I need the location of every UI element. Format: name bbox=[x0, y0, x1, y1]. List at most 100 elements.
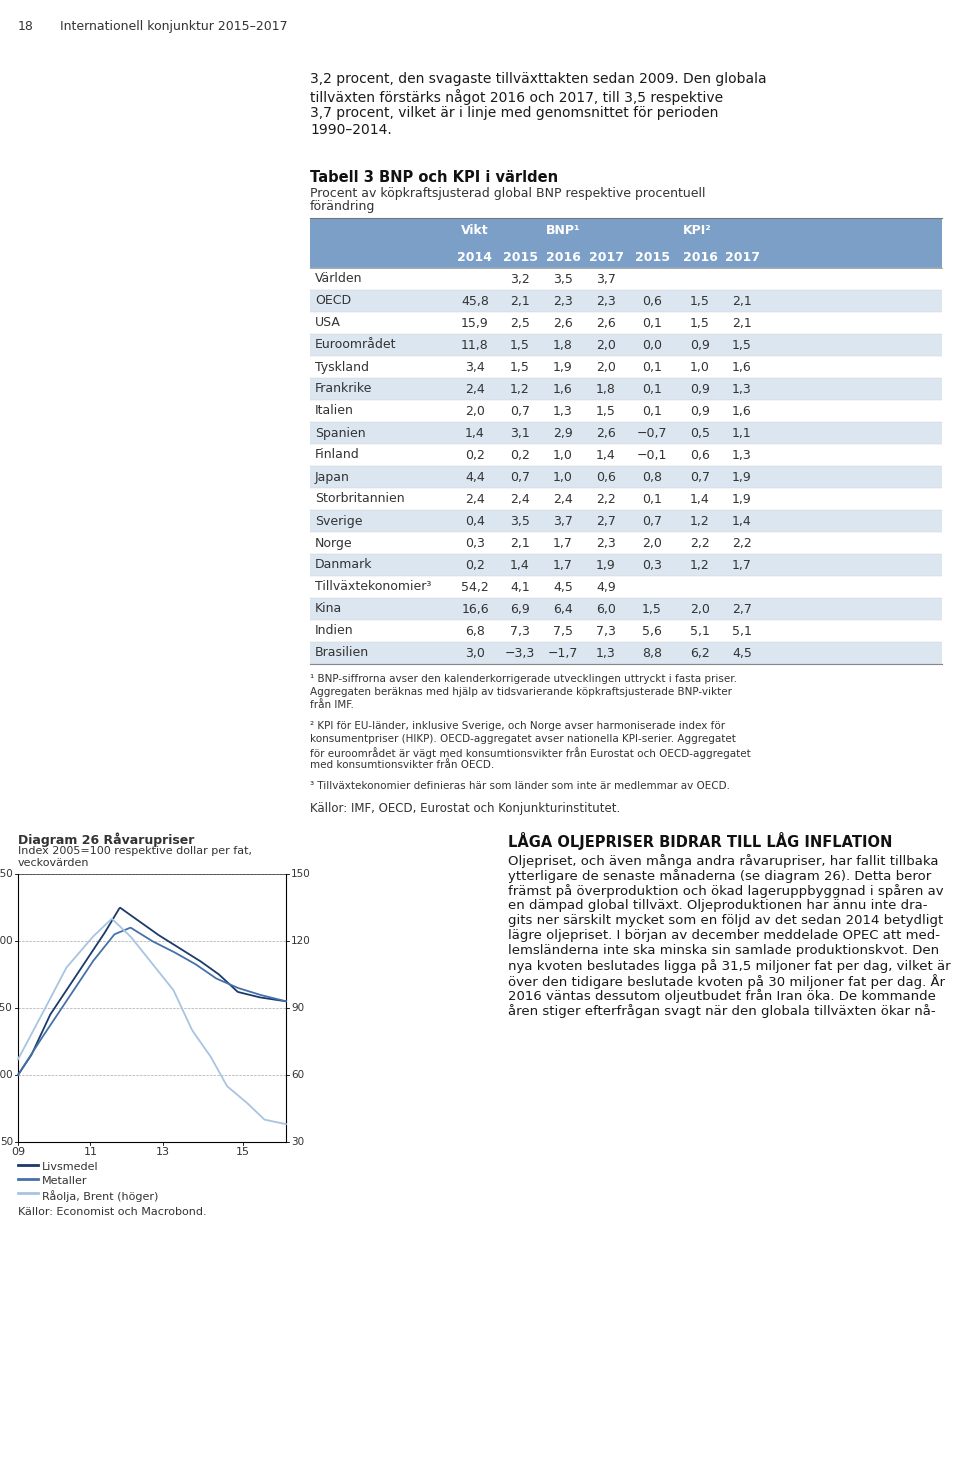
Bar bbox=[310, 312, 942, 334]
Text: Råolja, Brent (höger): Råolja, Brent (höger) bbox=[42, 1190, 158, 1202]
Text: Kina: Kina bbox=[315, 603, 343, 616]
Text: 8,8: 8,8 bbox=[642, 647, 662, 659]
Text: 2,5: 2,5 bbox=[510, 316, 530, 329]
Text: 120: 120 bbox=[291, 936, 311, 945]
Text: 1990–2014.: 1990–2014. bbox=[310, 123, 392, 137]
Text: 1,5: 1,5 bbox=[596, 405, 616, 417]
Text: 11,8: 11,8 bbox=[461, 338, 489, 352]
Text: 0,3: 0,3 bbox=[642, 558, 662, 571]
Text: 2,1: 2,1 bbox=[510, 537, 530, 549]
Text: 50: 50 bbox=[0, 1137, 13, 1147]
Text: 0,7: 0,7 bbox=[510, 470, 530, 484]
Text: lägre oljepriset. I början av december meddelade OPEC att med-: lägre oljepriset. I början av december m… bbox=[508, 929, 940, 942]
Text: 0,1: 0,1 bbox=[642, 405, 662, 417]
Text: Livsmedel: Livsmedel bbox=[42, 1162, 99, 1172]
Text: 2,6: 2,6 bbox=[596, 316, 616, 329]
Text: 13: 13 bbox=[156, 1147, 170, 1158]
Text: över den tidigare beslutade kvoten på 30 miljoner fat per dag. År: över den tidigare beslutade kvoten på 30… bbox=[508, 974, 945, 988]
Text: veckovärden: veckovärden bbox=[18, 858, 89, 868]
Text: 2,3: 2,3 bbox=[596, 294, 616, 307]
Text: 5,6: 5,6 bbox=[642, 625, 662, 638]
Text: 09: 09 bbox=[11, 1147, 25, 1158]
Text: Världen: Världen bbox=[315, 273, 363, 285]
Text: 1,0: 1,0 bbox=[553, 470, 573, 484]
Text: 0,6: 0,6 bbox=[690, 448, 710, 462]
Text: 0,6: 0,6 bbox=[642, 294, 662, 307]
Text: Italien: Italien bbox=[315, 405, 354, 417]
Bar bbox=[310, 510, 942, 531]
Text: 1,2: 1,2 bbox=[690, 558, 709, 571]
Text: 1,9: 1,9 bbox=[596, 558, 616, 571]
Bar bbox=[310, 421, 942, 444]
Text: 1,9: 1,9 bbox=[553, 361, 573, 374]
Text: 2016 väntas dessutom oljeutbudet från Iran öka. De kommande: 2016 väntas dessutom oljeutbudet från Ir… bbox=[508, 988, 936, 1003]
Text: Metaller: Metaller bbox=[42, 1175, 87, 1186]
Text: 0,1: 0,1 bbox=[642, 361, 662, 374]
Text: 1,7: 1,7 bbox=[553, 537, 573, 549]
Text: 2,0: 2,0 bbox=[465, 405, 485, 417]
Text: 1,2: 1,2 bbox=[690, 515, 709, 527]
Text: 6,0: 6,0 bbox=[596, 603, 616, 616]
Text: 30: 30 bbox=[291, 1137, 304, 1147]
Text: 3,5: 3,5 bbox=[510, 515, 530, 527]
Text: Japan: Japan bbox=[315, 470, 349, 484]
Text: konsumentpriser (HIKP). OECD-aggregatet avser nationella KPI-serier. Aggregatet: konsumentpriser (HIKP). OECD-aggregatet … bbox=[310, 735, 736, 743]
Text: 11: 11 bbox=[84, 1147, 97, 1158]
Text: 54,2: 54,2 bbox=[461, 580, 489, 594]
Text: 0,2: 0,2 bbox=[465, 448, 485, 462]
Text: 0,7: 0,7 bbox=[690, 470, 710, 484]
Text: 0,2: 0,2 bbox=[510, 448, 530, 462]
Text: 2,2: 2,2 bbox=[690, 537, 709, 549]
Text: 7,5: 7,5 bbox=[553, 625, 573, 638]
Text: ³ Tillväxtekonomier definieras här som länder som inte är medlemmar av OECD.: ³ Tillväxtekonomier definieras här som l… bbox=[310, 781, 730, 791]
Text: 0,0: 0,0 bbox=[642, 338, 662, 352]
Text: 1,9: 1,9 bbox=[732, 470, 752, 484]
Text: 1,3: 1,3 bbox=[732, 383, 752, 396]
Text: Sverige: Sverige bbox=[315, 515, 363, 527]
Text: 2,4: 2,4 bbox=[553, 493, 573, 506]
Text: från IMF.: från IMF. bbox=[310, 700, 354, 709]
Text: Storbritannien: Storbritannien bbox=[315, 493, 404, 506]
Text: Brasilien: Brasilien bbox=[315, 647, 370, 659]
Text: 2,6: 2,6 bbox=[553, 316, 573, 329]
Text: Källor: Economist och Macrobond.: Källor: Economist och Macrobond. bbox=[18, 1206, 206, 1217]
Text: −3,3: −3,3 bbox=[505, 647, 535, 659]
Text: LÅGA OLJEPRISER BIDRAR TILL LÅG INFLATION: LÅGA OLJEPRISER BIDRAR TILL LÅG INFLATIO… bbox=[508, 833, 893, 850]
Text: Oljepriset, och även många andra råvarupriser, har fallit tillbaka: Oljepriset, och även många andra råvarup… bbox=[508, 853, 939, 868]
Text: med konsumtionsvikter från OECD.: med konsumtionsvikter från OECD. bbox=[310, 760, 494, 770]
Text: 60: 60 bbox=[291, 1070, 304, 1080]
Text: 6,9: 6,9 bbox=[510, 603, 530, 616]
Text: 2,1: 2,1 bbox=[732, 294, 752, 307]
Text: 90: 90 bbox=[291, 1003, 304, 1014]
Text: Spanien: Spanien bbox=[315, 426, 366, 439]
Bar bbox=[310, 466, 942, 488]
Text: 3,7 procent, vilket är i linje med genomsnittet för perioden: 3,7 procent, vilket är i linje med genom… bbox=[310, 105, 718, 120]
Text: för euroområdet är vägt med konsumtionsvikter från Eurostat och OECD-aggregatet: för euroområdet är vägt med konsumtionsv… bbox=[310, 746, 751, 758]
Bar bbox=[310, 334, 942, 356]
Text: Tyskland: Tyskland bbox=[315, 361, 369, 374]
Bar bbox=[310, 576, 942, 598]
Text: 1,1: 1,1 bbox=[732, 426, 752, 439]
Text: 0,7: 0,7 bbox=[510, 405, 530, 417]
Text: 3,1: 3,1 bbox=[510, 426, 530, 439]
Text: 1,3: 1,3 bbox=[553, 405, 573, 417]
Text: 3,4: 3,4 bbox=[466, 361, 485, 374]
Text: 2,0: 2,0 bbox=[596, 338, 616, 352]
Text: 2015: 2015 bbox=[635, 251, 669, 264]
Text: 2,4: 2,4 bbox=[466, 493, 485, 506]
Bar bbox=[310, 289, 942, 312]
Bar bbox=[310, 378, 942, 401]
Text: 2,0: 2,0 bbox=[690, 603, 710, 616]
Text: −1,7: −1,7 bbox=[548, 647, 578, 659]
Text: 0,1: 0,1 bbox=[642, 383, 662, 396]
Text: 3,0: 3,0 bbox=[465, 647, 485, 659]
Text: KPI²: KPI² bbox=[683, 224, 711, 237]
Text: 5,1: 5,1 bbox=[732, 625, 752, 638]
Text: 1,7: 1,7 bbox=[732, 558, 752, 571]
Bar bbox=[310, 401, 942, 421]
Text: 0,1: 0,1 bbox=[642, 493, 662, 506]
Text: 2,0: 2,0 bbox=[596, 361, 616, 374]
Text: Indien: Indien bbox=[315, 625, 353, 638]
Text: 1,4: 1,4 bbox=[510, 558, 530, 571]
Text: 2,1: 2,1 bbox=[510, 294, 530, 307]
